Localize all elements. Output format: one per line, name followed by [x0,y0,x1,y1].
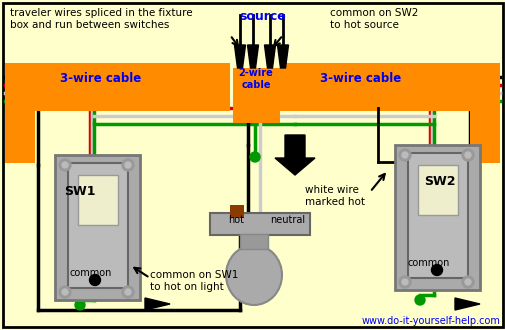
Polygon shape [234,45,245,68]
Circle shape [59,286,71,298]
Polygon shape [274,135,315,175]
Circle shape [414,295,424,305]
Circle shape [398,149,410,161]
Circle shape [122,286,134,298]
Bar [68,163,128,288]
Bar [279,63,499,111]
Bar [407,153,467,278]
Bar [469,108,499,163]
Bar [5,108,35,163]
Circle shape [461,149,473,161]
Text: SW2: SW2 [423,175,455,188]
Circle shape [249,152,260,162]
Circle shape [398,276,410,288]
Circle shape [431,265,442,276]
Circle shape [401,279,407,285]
Bar [55,155,140,300]
Polygon shape [247,45,258,68]
Circle shape [59,159,71,171]
Text: source: source [239,10,286,23]
Text: www.do-it-yourself-help.com: www.do-it-yourself-help.com [361,316,499,326]
Bar [230,205,243,218]
Polygon shape [277,45,288,68]
Circle shape [89,275,100,285]
Bar [210,213,310,235]
Polygon shape [264,45,275,68]
Polygon shape [145,298,170,310]
Bar [5,63,230,111]
Circle shape [464,279,470,285]
Bar [394,145,479,290]
Text: hot: hot [228,215,243,225]
Text: common on SW2
to hot source: common on SW2 to hot source [329,8,418,30]
Text: 2-wire
cable: 2-wire cable [238,68,273,90]
Text: 3-wire cable: 3-wire cable [319,73,400,85]
Text: SW1: SW1 [64,185,95,198]
Text: traveler wires spliced in the fixture
box and run between switches: traveler wires spliced in the fixture bo… [10,8,192,30]
Bar [239,234,268,249]
Text: common: common [407,258,449,268]
Circle shape [122,159,134,171]
Text: common on SW1
to hot on light: common on SW1 to hot on light [149,270,238,292]
Circle shape [401,152,407,158]
Text: common: common [70,268,112,278]
Text: neutral: neutral [270,215,305,225]
Circle shape [461,276,473,288]
Circle shape [125,162,131,168]
Circle shape [62,289,68,295]
Ellipse shape [226,245,281,305]
Circle shape [125,289,131,295]
Circle shape [75,300,85,310]
Bar [78,175,118,225]
Circle shape [62,162,68,168]
Polygon shape [454,298,479,310]
Bar [417,165,457,215]
Text: white wire
marked hot: white wire marked hot [305,185,364,207]
Bar [232,68,279,123]
Text: 3-wire cable: 3-wire cable [60,73,141,85]
Circle shape [464,152,470,158]
